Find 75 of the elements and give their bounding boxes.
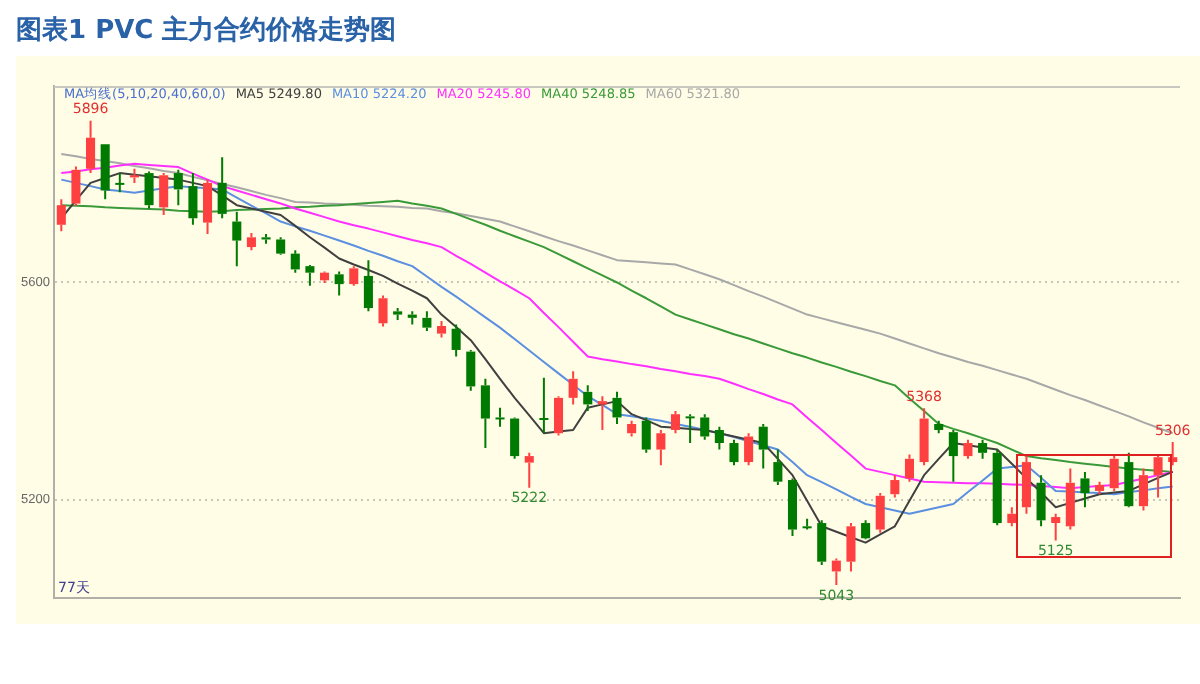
- candlestick: [320, 272, 330, 285]
- candlestick: [1080, 470, 1090, 509]
- candlestick: [1036, 474, 1046, 528]
- candlestick: [436, 320, 447, 339]
- candlestick: [510, 418, 520, 460]
- candlestick: [963, 438, 973, 460]
- candlestick: [422, 310, 432, 332]
- candlestick: [553, 395, 564, 437]
- candlestick: [56, 198, 66, 233]
- candlestick: [1051, 512, 1061, 542]
- candlestick: [86, 119, 96, 175]
- candlestick: [641, 416, 651, 454]
- candlestick: [744, 432, 754, 467]
- candlestick: [378, 294, 388, 328]
- candlestick: [992, 448, 1002, 527]
- candlestick: [670, 409, 681, 435]
- candlestick: [217, 156, 227, 220]
- candlestick: [978, 438, 988, 460]
- candlestick: [393, 307, 403, 322]
- candlestick: [495, 406, 505, 428]
- candlestick: [1153, 453, 1163, 499]
- candlestick: [583, 384, 593, 412]
- candlestick: [159, 172, 169, 216]
- candlestick: [1095, 480, 1105, 496]
- candlestick: [919, 407, 929, 467]
- candlestick: [451, 323, 461, 358]
- chart-title: 图表1 PVC 主力合约价格走势图: [16, 13, 397, 48]
- candlestick: [612, 390, 622, 425]
- candlestick: [904, 453, 914, 483]
- candlestick: [597, 395, 607, 431]
- candlestick: [1021, 455, 1031, 515]
- candlestick: [246, 231, 256, 252]
- candlestick: [290, 249, 300, 274]
- candlestick: [261, 233, 271, 245]
- candlestick: [71, 165, 81, 207]
- candlestick: [305, 266, 315, 287]
- candlestick: [787, 477, 798, 538]
- candlestick: [700, 413, 710, 441]
- candlestick: [407, 310, 417, 326]
- candlestick: [831, 557, 841, 587]
- candlestick: [524, 451, 534, 489]
- candlestick: [363, 259, 373, 313]
- candlestick: [100, 144, 110, 201]
- candlestick: [758, 422, 768, 470]
- candlestick: [334, 270, 344, 297]
- candlestick: [948, 428, 958, 483]
- candlestick: [144, 170, 154, 210]
- candlestick: [129, 167, 139, 184]
- candlestick: [568, 370, 578, 406]
- candlestick: [232, 210, 242, 268]
- candlestick: [773, 448, 783, 486]
- candlestick: [861, 519, 871, 539]
- candlestick: [349, 265, 359, 287]
- candlestick: [1109, 455, 1119, 492]
- candlestick: [875, 492, 885, 534]
- candlestick: [115, 172, 125, 194]
- candlestick: [714, 425, 724, 451]
- candlestick: [846, 522, 856, 573]
- candlestick: [1138, 467, 1148, 512]
- candlestick: [203, 178, 213, 236]
- candlestick: [890, 474, 900, 499]
- candlestick: [1065, 467, 1075, 531]
- candlestick: [685, 413, 695, 445]
- candlestick: [173, 168, 183, 207]
- candlestick: [817, 519, 827, 566]
- candlestick: [1007, 506, 1017, 528]
- candlestick: [539, 376, 549, 435]
- candlestick: [466, 348, 476, 392]
- candlestick: [656, 428, 666, 467]
- candlestick: [188, 172, 198, 226]
- candlestick: [934, 419, 944, 435]
- candlestick: [802, 517, 812, 531]
- candlestick: [627, 419, 637, 438]
- candlestick: [729, 438, 739, 467]
- candlestick: [480, 377, 490, 449]
